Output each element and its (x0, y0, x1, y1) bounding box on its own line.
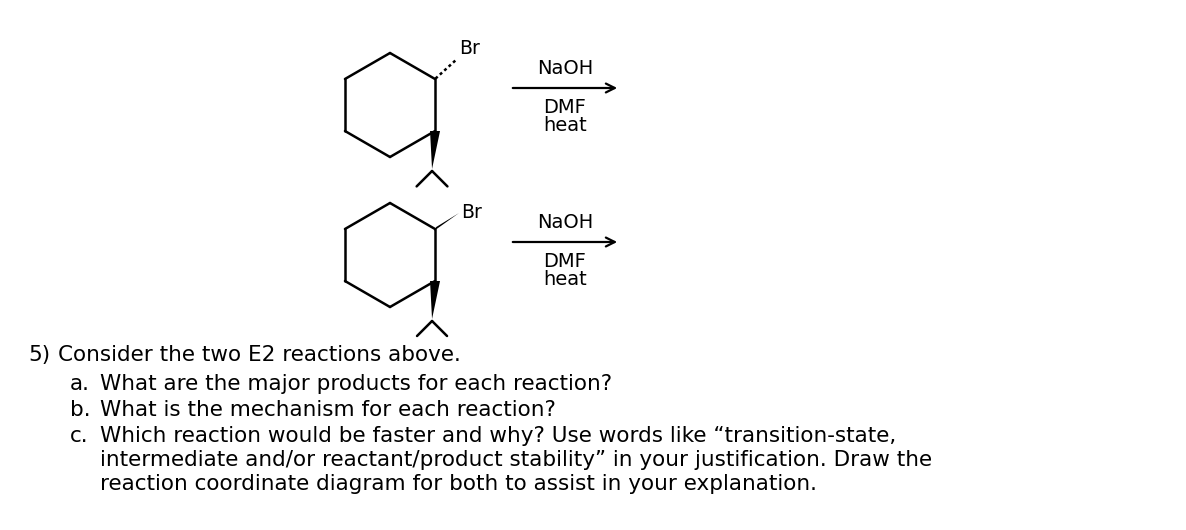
Text: reaction coordinate diagram for both to assist in your explanation.: reaction coordinate diagram for both to … (100, 474, 817, 494)
Text: What is the mechanism for each reaction?: What is the mechanism for each reaction? (100, 400, 556, 420)
Text: 5): 5) (28, 345, 50, 365)
Polygon shape (431, 131, 440, 169)
Text: Which reaction would be faster and why? Use words like “transition-state,: Which reaction would be faster and why? … (100, 426, 897, 446)
Text: What are the major products for each reaction?: What are the major products for each rea… (100, 374, 612, 394)
Text: Br: Br (459, 39, 480, 58)
Text: NaOH: NaOH (537, 59, 593, 78)
Text: heat: heat (543, 116, 587, 135)
Text: a.: a. (70, 374, 90, 394)
Text: NaOH: NaOH (537, 213, 593, 232)
Text: c.: c. (70, 426, 89, 446)
Text: Consider the two E2 reactions above.: Consider the two E2 reactions above. (58, 345, 461, 365)
Text: DMF: DMF (543, 252, 586, 271)
Text: intermediate and/or reactant/product stability” in your justification. Draw the: intermediate and/or reactant/product sta… (100, 450, 932, 470)
Text: Br: Br (461, 202, 482, 222)
Text: heat: heat (543, 270, 587, 289)
Text: DMF: DMF (543, 98, 586, 117)
Text: b.: b. (70, 400, 90, 420)
Polygon shape (434, 213, 459, 231)
Polygon shape (431, 281, 440, 319)
